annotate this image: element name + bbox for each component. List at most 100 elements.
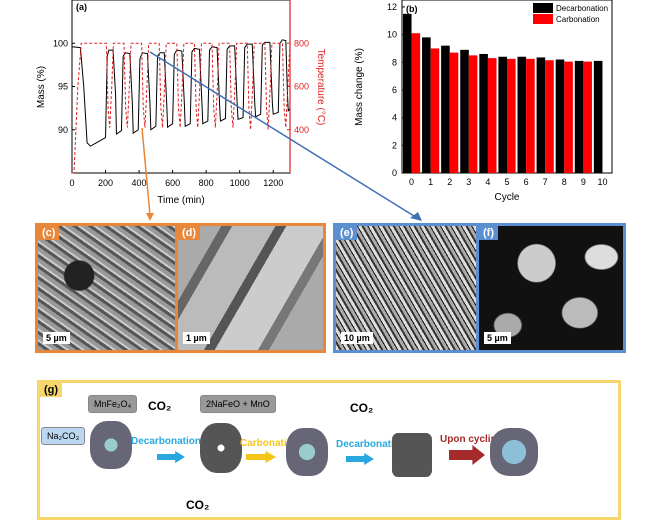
bar-decarbonation bbox=[574, 60, 584, 174]
x-tick-label: 1000 bbox=[230, 178, 250, 188]
x-tick-label: 3 bbox=[466, 177, 471, 187]
y-tick-label: 6 bbox=[392, 85, 397, 95]
co2-captured: CO₂ bbox=[186, 498, 210, 512]
mass-line bbox=[71, 39, 291, 147]
bar-carbonation bbox=[468, 55, 478, 173]
x-tick-label: 5 bbox=[504, 177, 509, 187]
decarbonation-label-1: Decarbonation bbox=[131, 436, 202, 447]
particle-cluster-initial bbox=[90, 421, 132, 469]
bar-carbonation bbox=[430, 48, 440, 173]
decarbonation-arrow-1 bbox=[157, 451, 185, 463]
particle-cluster-decarbonated bbox=[200, 423, 242, 473]
particle-cluster-carbonated bbox=[286, 428, 328, 476]
y-tick-label: 12 bbox=[387, 2, 397, 12]
particle-cluster-decarbonated-2 bbox=[392, 433, 432, 477]
micrograph-e: (e) 10 µm bbox=[333, 223, 479, 353]
orange-connector bbox=[141, 127, 151, 216]
bar-carbonation bbox=[526, 58, 535, 173]
panel-label: (d) bbox=[178, 226, 201, 240]
orange-arrowhead bbox=[146, 213, 154, 221]
x-tick-label: 9 bbox=[581, 177, 586, 187]
particle-cluster-cycled bbox=[490, 428, 538, 476]
bar-carbonation bbox=[507, 58, 516, 173]
scale-bar: 5 µm bbox=[484, 332, 511, 344]
mnfe2o4-label: MnFe₂O₄ bbox=[88, 395, 138, 413]
x-tick-label: 10 bbox=[597, 177, 607, 187]
y-tick-label: 0 bbox=[392, 168, 397, 178]
bar-carbonation bbox=[449, 52, 459, 174]
x-axis-label: Cycle bbox=[494, 192, 519, 203]
bar-decarbonation bbox=[460, 49, 469, 173]
scale-bar: 10 µm bbox=[341, 332, 373, 344]
x-tick-label: 1200 bbox=[263, 178, 283, 188]
reaction-scheme: (g) MnFe₂O₄ Na₂CO₃ CO₂ Decarbonation 2Na… bbox=[37, 380, 621, 520]
bar-decarbonation bbox=[479, 53, 488, 174]
panel-label: (f) bbox=[479, 226, 498, 240]
panel-label: (b) bbox=[406, 4, 418, 14]
panel-label: (g) bbox=[40, 383, 63, 397]
y-tick-label: 8 bbox=[392, 57, 397, 67]
decarbonation-label-2: Decarbonation bbox=[336, 439, 407, 450]
bar-decarbonation bbox=[441, 45, 450, 174]
co2-released-2: CO₂ bbox=[350, 401, 374, 415]
product-label: 2NaFeO + MnO bbox=[200, 395, 276, 413]
y-axis-label: Mass (%) bbox=[36, 66, 47, 108]
cycling-label: Upon cycling bbox=[440, 434, 503, 445]
micrograph-f: (f) 5 µm bbox=[479, 223, 626, 353]
cycling-arrow bbox=[449, 445, 485, 465]
y2-axis-label: Temperature (°C) bbox=[315, 49, 326, 126]
carbonation-arrow bbox=[246, 451, 276, 463]
x-tick-label: 0 bbox=[69, 178, 74, 188]
bar-carbonation bbox=[411, 33, 421, 173]
x-tick-label: 800 bbox=[199, 178, 214, 188]
x-tick-label: 8 bbox=[562, 177, 567, 187]
carbonation-label: Carbonation bbox=[240, 438, 299, 449]
x-tick-label: 2 bbox=[447, 177, 452, 187]
y2-tick-label: 800 bbox=[294, 38, 309, 48]
y-tick-label: 10 bbox=[387, 30, 397, 40]
co2-released-1: CO₂ bbox=[148, 399, 172, 413]
bar-decarbonation bbox=[555, 59, 565, 173]
x-tick-label: 7 bbox=[543, 177, 548, 187]
scale-bar: 1 µm bbox=[183, 332, 210, 344]
scale-bar: 5 µm bbox=[43, 332, 70, 344]
bar-decarbonation bbox=[498, 56, 507, 173]
x-tick-label: 600 bbox=[165, 178, 180, 188]
legend-label: Decarbonation bbox=[556, 4, 608, 13]
legend-swatch bbox=[533, 14, 553, 24]
bar-decarbonation bbox=[536, 57, 546, 173]
legend-label: Carbonation bbox=[556, 15, 600, 24]
x-tick-label: 1 bbox=[428, 177, 433, 187]
y2-tick-label: 400 bbox=[294, 125, 309, 135]
bar-carbonation bbox=[583, 61, 592, 174]
blue-arrowhead bbox=[410, 212, 422, 221]
bar-decarbonation bbox=[422, 37, 431, 174]
bar-carbonation bbox=[487, 58, 497, 173]
decarbonation-arrow-2 bbox=[346, 453, 374, 465]
x-tick-label: 200 bbox=[98, 178, 113, 188]
x-tick-label: 6 bbox=[524, 177, 529, 187]
bar-carbonation bbox=[545, 60, 554, 174]
y2-tick-label: 600 bbox=[294, 82, 309, 92]
y-axis-label: Mass change (%) bbox=[354, 48, 365, 126]
legend-swatch bbox=[533, 3, 553, 13]
na2co3-label: Na₂CO₃ bbox=[41, 427, 86, 445]
x-tick-label: 0 bbox=[409, 177, 414, 187]
y-tick-label: 90 bbox=[58, 125, 68, 135]
connector-arrows bbox=[141, 51, 422, 221]
bar-decarbonation bbox=[593, 60, 603, 174]
panel-label: (e) bbox=[336, 226, 358, 240]
bar-carbonation bbox=[564, 61, 573, 174]
blue-connector bbox=[149, 51, 415, 217]
x-tick-label: 400 bbox=[132, 178, 147, 188]
micrograph-d: (d) 1 µm bbox=[178, 223, 326, 353]
x-tick-label: 4 bbox=[485, 177, 490, 187]
micrograph-c: (c) 5 µm bbox=[35, 223, 178, 353]
y-tick-label: 95 bbox=[58, 82, 68, 92]
mass-temperature-chart: 0 200 400 600 800 1000 1200 90 95 100 400 600 800 Tim… bbox=[36, 0, 326, 206]
panel-label: (a) bbox=[76, 2, 87, 12]
y-tick-label: 100 bbox=[53, 38, 68, 48]
bar-decarbonation bbox=[402, 13, 412, 174]
y-tick-label: 4 bbox=[392, 113, 397, 123]
